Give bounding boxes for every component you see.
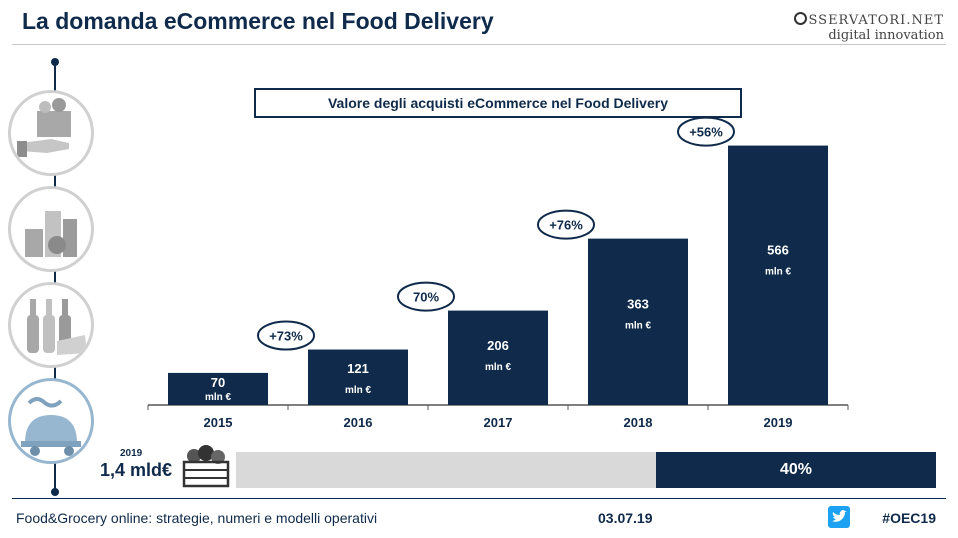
timeline-dot bbox=[51, 488, 59, 496]
timeline-line bbox=[54, 62, 56, 492]
growth-label: +76% bbox=[549, 218, 583, 233]
data-label: 70 bbox=[211, 375, 225, 390]
data-unit-label: mln € bbox=[205, 392, 232, 403]
bar bbox=[448, 310, 548, 405]
logo-line-2: digital innovation bbox=[828, 28, 944, 43]
osservatori-logo: SSERVATORI.NET digital innovation bbox=[794, 12, 944, 43]
total-year: 2019 bbox=[120, 448, 143, 459]
footer-caption: Food&Grocery online: strategie, numeri e… bbox=[16, 510, 378, 526]
x-tick-label: 2015 bbox=[204, 415, 233, 430]
bar bbox=[588, 238, 688, 405]
share-bar: 40% bbox=[236, 452, 936, 488]
growth-label: +73% bbox=[269, 329, 303, 344]
footer-hashtag: #OEC19 bbox=[882, 510, 936, 526]
x-tick-label: 2017 bbox=[484, 415, 513, 430]
growth-bubble bbox=[397, 281, 455, 312]
x-tick-label: 2016 bbox=[344, 415, 373, 430]
growth-bubble bbox=[677, 116, 735, 147]
data-unit-label: mln € bbox=[485, 362, 512, 373]
wine-cheese-icon bbox=[8, 282, 94, 368]
growth-bubble bbox=[257, 320, 315, 351]
food-delivery-icon bbox=[8, 378, 94, 464]
x-tick-label: 2018 bbox=[624, 415, 653, 430]
data-label: 363 bbox=[627, 297, 649, 312]
twitter-icon bbox=[828, 506, 850, 528]
footer-divider bbox=[12, 498, 946, 499]
bar bbox=[308, 349, 408, 405]
header-divider bbox=[12, 44, 946, 45]
page-title: La domanda eCommerce nel Food Delivery bbox=[22, 8, 494, 34]
logo-line-1: SSERVATORI.NET bbox=[794, 12, 944, 28]
chart-title: Valore degli acquisti eCommerce nel Food… bbox=[254, 88, 742, 118]
crate-icon bbox=[180, 444, 232, 493]
data-label: 121 bbox=[347, 361, 369, 376]
share-bar-fill: 40% bbox=[656, 452, 936, 488]
data-unit-label: mln € bbox=[625, 321, 652, 332]
x-tick-label: 2019 bbox=[764, 415, 793, 430]
data-unit-label: mln € bbox=[345, 385, 372, 396]
data-unit-label: mln € bbox=[765, 267, 792, 278]
share-label: 40% bbox=[779, 461, 813, 478]
footer-date: 03.07.19 bbox=[598, 510, 653, 526]
bar bbox=[728, 145, 828, 406]
growth-label: +56% bbox=[689, 125, 723, 140]
total-value: 1,4 mld€ bbox=[100, 460, 173, 480]
bar bbox=[168, 372, 268, 405]
packaged-food-icon bbox=[8, 186, 94, 272]
timeline-dot bbox=[51, 58, 59, 66]
data-label: 566 bbox=[767, 243, 789, 258]
grocery-bag-hand-icon bbox=[8, 90, 94, 176]
logo-ring-icon bbox=[794, 12, 808, 25]
data-label: 206 bbox=[487, 338, 509, 353]
growth-bubble bbox=[537, 209, 595, 240]
growth-label: 70% bbox=[413, 290, 439, 305]
